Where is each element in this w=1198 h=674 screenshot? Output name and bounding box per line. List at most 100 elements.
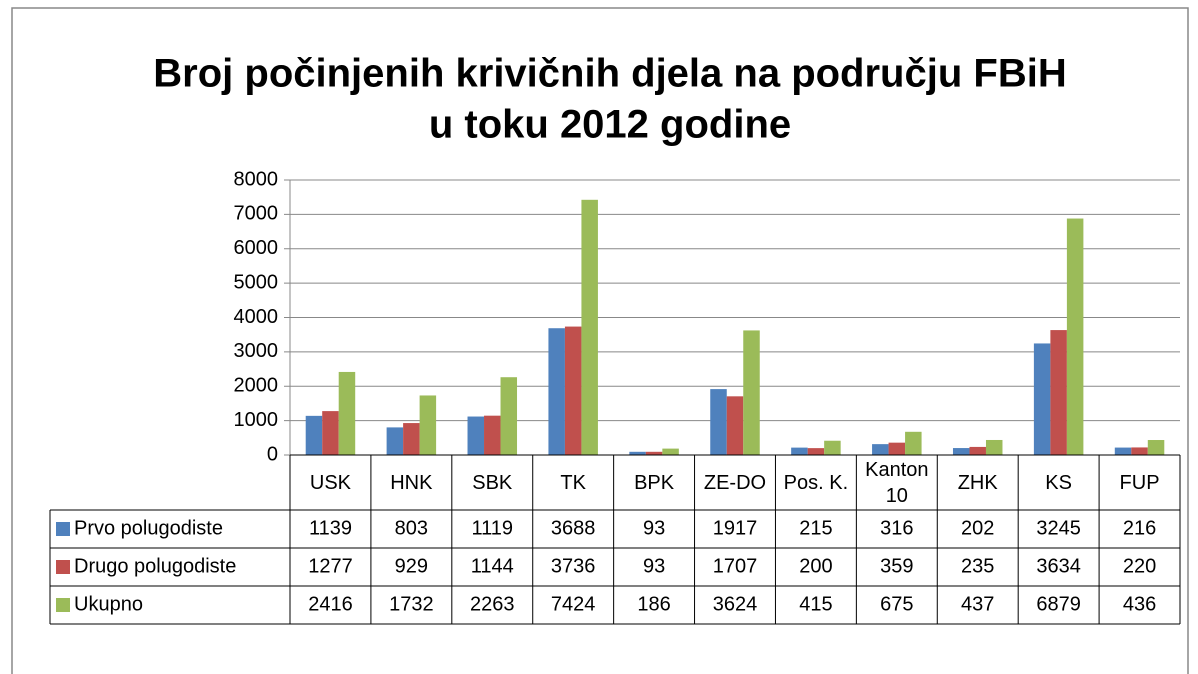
table-value: 437 xyxy=(961,593,994,615)
bar xyxy=(322,411,339,455)
bar xyxy=(467,416,485,455)
y-tick-label: 1000 xyxy=(234,409,279,431)
y-tick-label: 6000 xyxy=(234,237,279,259)
bar xyxy=(888,442,906,455)
bar xyxy=(824,440,841,455)
legend-swatch xyxy=(56,598,70,612)
x-tick-label: HNK xyxy=(390,471,433,494)
y-tick-label: 0 xyxy=(267,443,278,465)
bar xyxy=(419,395,437,455)
bar xyxy=(1066,218,1084,455)
table-value: 3624 xyxy=(713,593,758,615)
table-value: 316 xyxy=(880,517,913,539)
bar xyxy=(1114,447,1132,455)
bar xyxy=(1033,343,1051,455)
table-value: 1732 xyxy=(389,593,434,615)
category-label: KS xyxy=(1045,471,1072,494)
category-label: Pos. K. xyxy=(783,471,849,494)
bar xyxy=(386,427,404,455)
table-value: 1707 xyxy=(713,555,758,577)
chart-title: Broj počinjenih krivičnih djela na podru… xyxy=(153,52,1066,96)
bar xyxy=(662,448,679,455)
table-value: 929 xyxy=(395,555,428,577)
category-label: ZHK xyxy=(957,471,998,494)
table-value: 200 xyxy=(799,555,832,577)
bar xyxy=(484,415,501,455)
category-label: HNK xyxy=(390,471,433,494)
legend-swatch xyxy=(56,522,70,536)
table-value: 216 xyxy=(1123,517,1156,539)
y-tick-label: 5000 xyxy=(234,271,279,293)
bar xyxy=(791,447,808,455)
category-label: ZE-DO xyxy=(703,471,767,494)
table-value: 1277 xyxy=(308,555,353,577)
table-value: 436 xyxy=(1123,593,1156,615)
table-value: 1119 xyxy=(472,517,514,539)
bar xyxy=(548,328,565,455)
table-value: 803 xyxy=(395,517,428,539)
category-label: USK xyxy=(309,471,352,494)
chart-border xyxy=(11,7,1189,674)
category-label: BPK xyxy=(634,471,675,494)
table-value: 93 xyxy=(643,555,665,577)
table-value: 6879 xyxy=(1036,593,1081,615)
table-value: 3245 xyxy=(1036,517,1081,539)
table-value: 675 xyxy=(880,593,913,615)
bar xyxy=(743,330,760,455)
chart-title: u toku 2012 godine xyxy=(429,103,791,147)
legend-label: Prvo polugodiste xyxy=(74,517,223,539)
table-value: 415 xyxy=(799,593,832,615)
category-label: Kanton 10 xyxy=(865,458,929,507)
y-tick-label: 8000 xyxy=(234,168,279,190)
x-tick-label: ZE-DO xyxy=(703,471,767,494)
table-value: 202 xyxy=(961,517,994,539)
x-tick-label: TK xyxy=(560,471,586,494)
bar xyxy=(905,431,922,455)
legend-label: Drugo polugodiste xyxy=(74,555,236,577)
y-tick-label: 3000 xyxy=(234,340,279,362)
x-tick-label: USK xyxy=(309,471,352,494)
table-value: 93 xyxy=(643,517,665,539)
x-tick-label: BPK xyxy=(634,471,675,494)
bar xyxy=(581,199,598,455)
bar xyxy=(305,415,323,455)
bar xyxy=(645,451,663,455)
table-value: 220 xyxy=(1123,555,1156,577)
table-value: 3634 xyxy=(1036,555,1081,577)
bar xyxy=(1131,447,1148,455)
table-value: 3688 xyxy=(551,517,596,539)
x-tick-label: Pos. K. xyxy=(783,471,849,494)
bar xyxy=(872,444,889,455)
category-label: FUP xyxy=(1119,471,1160,494)
bar xyxy=(403,423,420,455)
category-label: TK xyxy=(560,471,586,494)
x-tick-label: Kanton 10 xyxy=(865,458,929,507)
legend-swatch xyxy=(56,560,70,574)
bar xyxy=(564,326,582,455)
table-value: 186 xyxy=(637,593,670,615)
table-value: 215 xyxy=(799,517,832,539)
bar xyxy=(710,389,727,455)
bar xyxy=(1147,440,1165,455)
table-value: 2416 xyxy=(308,593,353,615)
bar xyxy=(500,377,518,455)
table-value: 1917 xyxy=(713,517,758,539)
legend-label: Ukupno xyxy=(74,593,143,615)
table-value: 1139 xyxy=(309,517,352,539)
x-tick-label: ZHK xyxy=(957,471,998,494)
table-value: 2263 xyxy=(470,593,515,615)
bar xyxy=(952,448,970,455)
table-value: 7424 xyxy=(551,593,596,615)
table-value: 3736 xyxy=(551,555,596,577)
x-tick-label: KS xyxy=(1045,471,1072,494)
y-tick-label: 4000 xyxy=(234,306,279,328)
bar xyxy=(807,448,825,455)
y-tick-label: 2000 xyxy=(234,375,279,397)
table-value: 1144 xyxy=(471,555,514,577)
x-tick-label: FUP xyxy=(1119,471,1160,494)
bar xyxy=(629,451,646,455)
bar xyxy=(726,396,744,455)
y-tick-label: 7000 xyxy=(234,203,279,225)
category-label: SBK xyxy=(472,471,513,494)
bar xyxy=(1050,330,1067,455)
